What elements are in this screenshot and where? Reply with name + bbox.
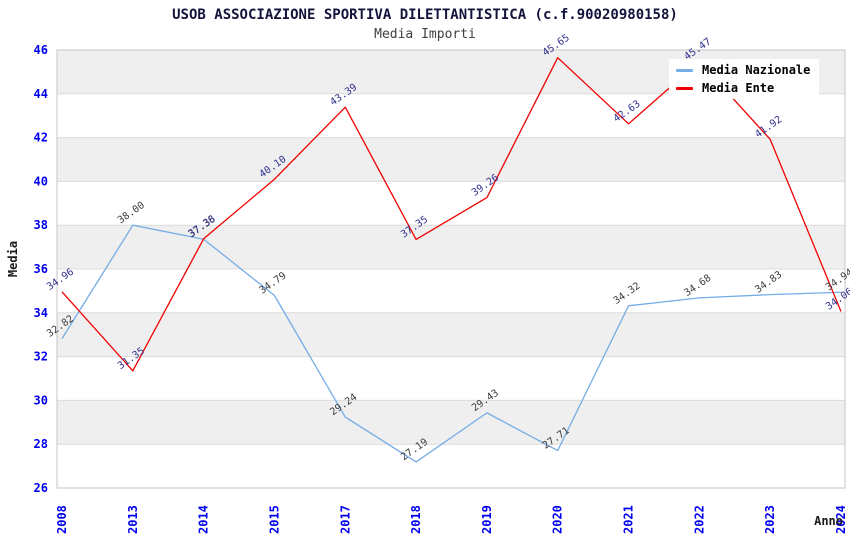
x-tick-label: 2021 bbox=[622, 505, 636, 534]
chart-title: USOB ASSOCIAZIONE SPORTIVA DILETTANTISTI… bbox=[172, 7, 678, 23]
grid-band bbox=[57, 400, 845, 445]
grid-band bbox=[57, 225, 845, 269]
y-tick-label: 30 bbox=[34, 393, 48, 407]
x-tick-label: 2008 bbox=[55, 505, 69, 534]
x-tick-label: 2013 bbox=[126, 505, 140, 534]
grid-band bbox=[57, 312, 845, 357]
y-tick-label: 28 bbox=[34, 437, 48, 451]
y-tick-label: 40 bbox=[34, 174, 48, 188]
y-axis-title: Media bbox=[6, 240, 20, 278]
y-tick-label: 38 bbox=[34, 218, 48, 232]
x-tick-label: 2020 bbox=[551, 505, 565, 534]
y-tick-label: 26 bbox=[34, 481, 48, 495]
x-tick-label: 2018 bbox=[409, 505, 423, 534]
legend-item-media-ente: Media Ente bbox=[676, 81, 819, 95]
x-axis-title: Anno bbox=[814, 514, 843, 528]
x-tick-label: 2022 bbox=[692, 505, 706, 534]
legend-item-media-nazionale: Media Nazionale bbox=[676, 63, 819, 77]
y-tick-label: 32 bbox=[34, 350, 48, 364]
legend: Media Nazionale Media Ente bbox=[669, 59, 819, 99]
line-swatch-icon bbox=[676, 68, 693, 72]
series-line-media-nazionale bbox=[61, 224, 842, 463]
line-swatch-icon bbox=[676, 86, 693, 90]
x-tick-label: 2017 bbox=[338, 505, 352, 534]
x-tick-label: 2015 bbox=[267, 505, 281, 534]
y-tick-label: 42 bbox=[34, 131, 48, 145]
grid-band bbox=[57, 137, 845, 182]
y-tick-label: 36 bbox=[34, 262, 48, 276]
legend-label: Media Ente bbox=[702, 81, 775, 95]
chart-subtitle: Media Importi bbox=[374, 27, 476, 42]
x-tick-label: 2023 bbox=[763, 505, 777, 534]
y-tick-label: 46 bbox=[34, 43, 48, 57]
y-tick-label: 34 bbox=[34, 306, 48, 320]
x-tick-label: 2014 bbox=[197, 505, 211, 534]
x-tick-label: 2019 bbox=[480, 505, 494, 534]
legend-label: Media Nazionale bbox=[702, 63, 811, 77]
y-tick-label: 44 bbox=[34, 87, 48, 101]
x-tick-label: 2024 bbox=[834, 505, 848, 534]
plot-border bbox=[56, 49, 846, 489]
